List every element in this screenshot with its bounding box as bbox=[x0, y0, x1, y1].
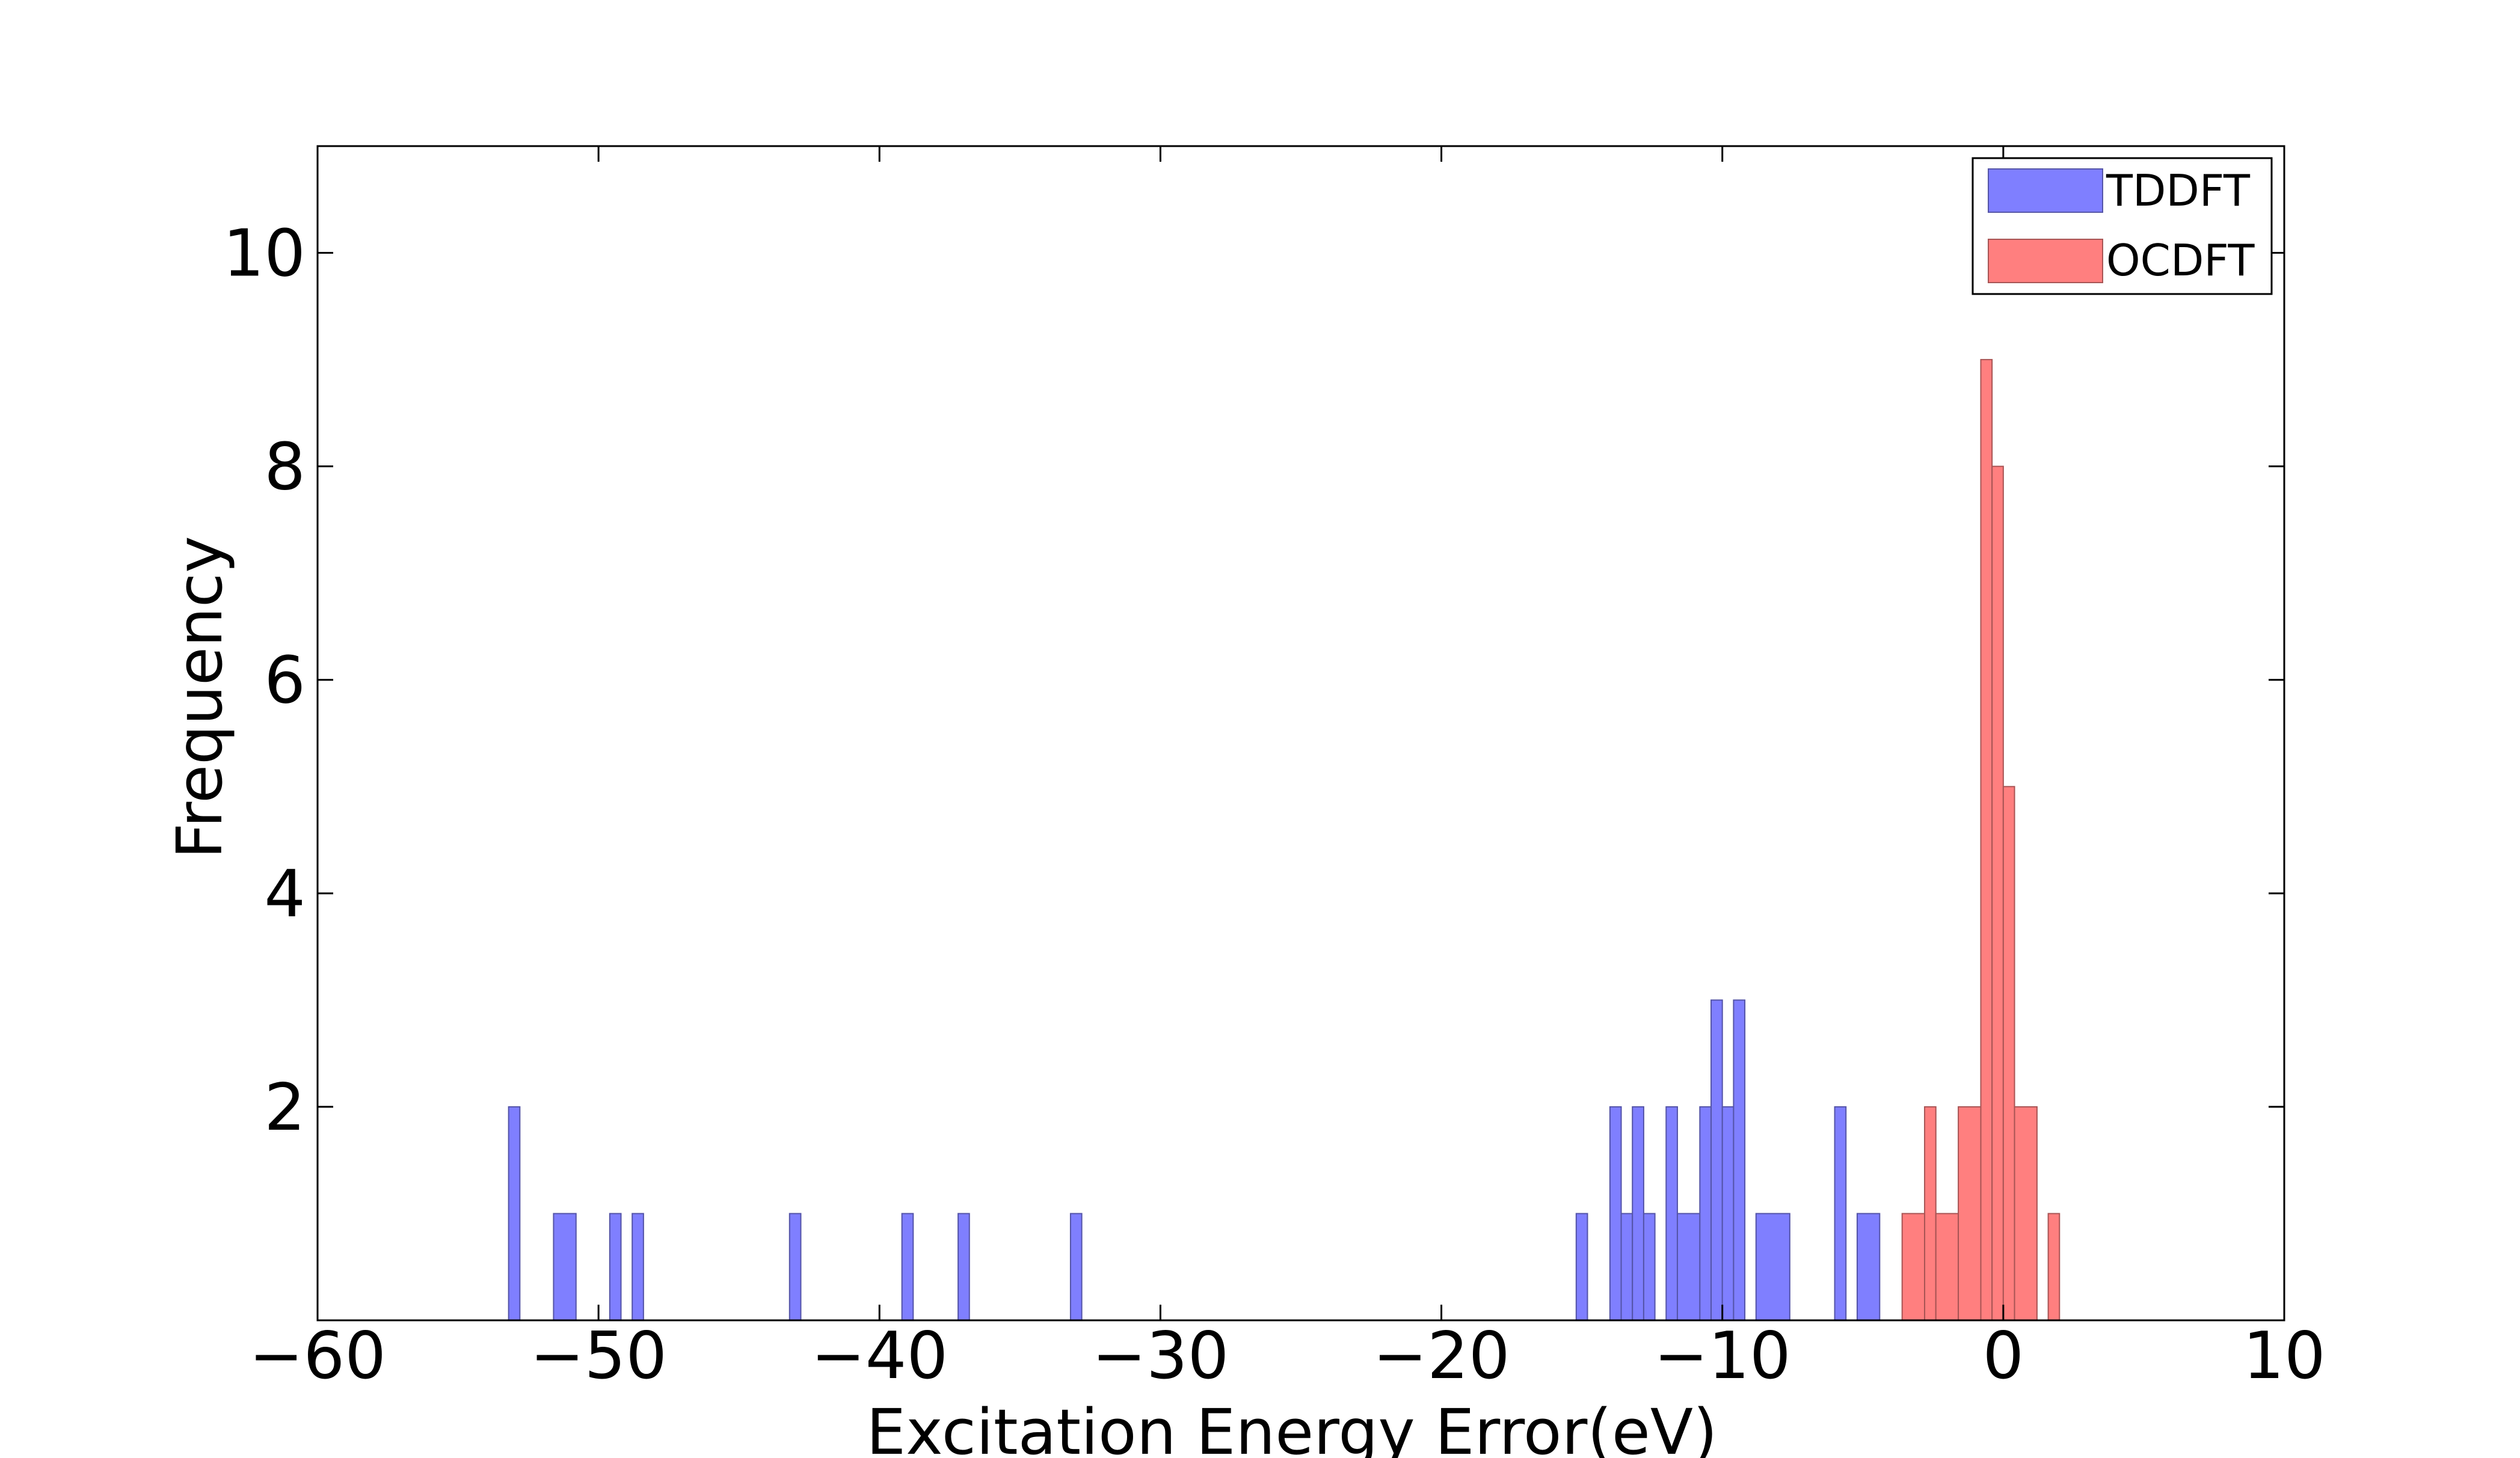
y-tick-labels: 2 4 6 8 10 bbox=[223, 216, 306, 1145]
ocdft-bar bbox=[2047, 1213, 2061, 1322]
ocdft-bar bbox=[2014, 1106, 2038, 1321]
ocdft-bar bbox=[1935, 1213, 1959, 1322]
ocdft-bar bbox=[1901, 1213, 1926, 1322]
ocdft-bar bbox=[2002, 786, 2015, 1321]
tddft-bar bbox=[1575, 1213, 1588, 1322]
tddft-bar bbox=[1643, 1213, 1656, 1322]
ocdft-bar bbox=[1991, 465, 2004, 1321]
ocdft-bar bbox=[1924, 1106, 1937, 1321]
tddft-bar bbox=[1755, 1213, 1790, 1322]
x-tick-label: −10 bbox=[1654, 1319, 1791, 1394]
tddft-bar bbox=[1069, 1213, 1083, 1322]
x-axis-title: Excitation Energy Error(eV) bbox=[866, 1395, 1717, 1458]
y-tick-label: 4 bbox=[264, 857, 306, 932]
x-tick-labels: −60 −50 −40 −30 −20 −10 0 10 bbox=[249, 1319, 2326, 1394]
tddft-bar bbox=[553, 1213, 577, 1322]
x-tick-label: −20 bbox=[1373, 1319, 1510, 1394]
tddft-bar bbox=[1620, 1213, 1633, 1322]
legend-swatch-ocdft bbox=[1988, 239, 2103, 283]
tddft-bar bbox=[788, 1213, 802, 1322]
bars-layer bbox=[508, 359, 2061, 1322]
tddft-bar bbox=[1632, 1106, 1644, 1321]
x-tick-label: 10 bbox=[2243, 1319, 2325, 1394]
tddft-bar bbox=[1609, 1106, 1622, 1321]
y-tick-label: 2 bbox=[264, 1070, 306, 1145]
tddft-bar bbox=[632, 1213, 644, 1322]
y-tick-label: 6 bbox=[264, 643, 306, 718]
plot-area-background bbox=[318, 146, 2284, 1320]
y-tick-label: 10 bbox=[223, 216, 306, 292]
tddft-bar bbox=[957, 1213, 970, 1322]
x-tick-label: −60 bbox=[249, 1319, 386, 1394]
tddft-bar bbox=[1856, 1213, 1881, 1322]
ocdft-bar bbox=[1958, 1106, 1982, 1321]
tddft-bar bbox=[901, 1213, 914, 1322]
legend-swatch-tddft bbox=[1988, 168, 2103, 213]
tddft-bar bbox=[1834, 1106, 1847, 1321]
tddft-bar bbox=[1676, 1213, 1701, 1322]
y-axis-title: Frequency bbox=[163, 536, 236, 859]
tddft-bar bbox=[609, 1213, 622, 1322]
legend-label-tddft: TDDFT bbox=[2106, 165, 2251, 216]
plot-area-frame bbox=[316, 145, 2285, 1322]
legend-label-ocdft: OCDFT bbox=[2106, 235, 2255, 286]
tddft-bar bbox=[1710, 999, 1723, 1321]
x-tick-label: −30 bbox=[1092, 1319, 1229, 1394]
tddft-bar bbox=[1665, 1106, 1678, 1321]
tddft-bar bbox=[508, 1106, 521, 1321]
ocdft-bar bbox=[1980, 359, 1993, 1321]
tddft-bar bbox=[1721, 1106, 1735, 1321]
x-tick-label: −40 bbox=[811, 1319, 948, 1394]
tddft-bar bbox=[1699, 1106, 1712, 1321]
legend: TDDFT OCDFT bbox=[1971, 157, 2273, 295]
y-tick-label: 8 bbox=[264, 430, 306, 505]
tddft-bar bbox=[1733, 999, 1746, 1321]
x-tick-label: −50 bbox=[530, 1319, 667, 1394]
x-tick-label: 0 bbox=[1982, 1319, 2024, 1394]
